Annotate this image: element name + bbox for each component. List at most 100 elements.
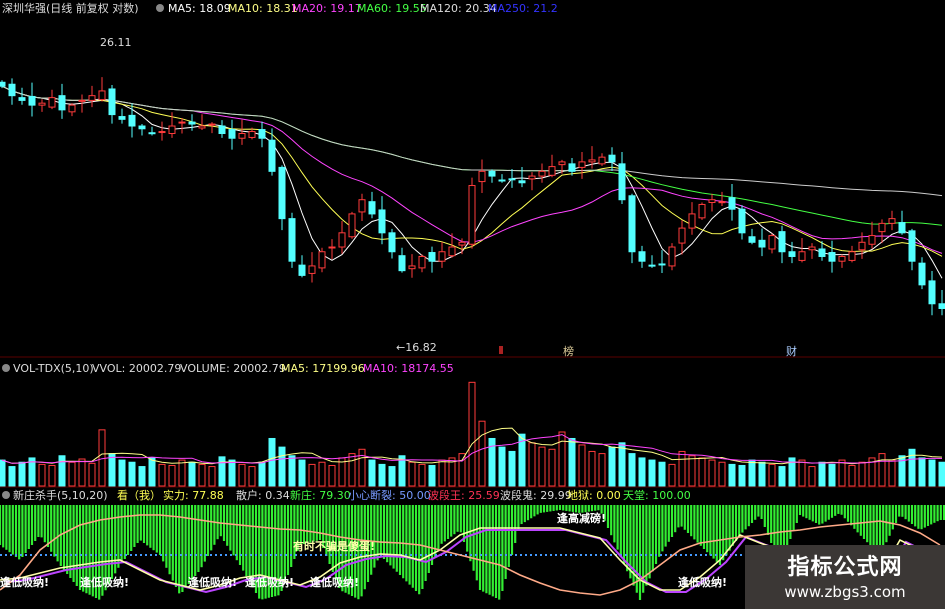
- candle-body: [468, 185, 476, 245]
- ma120-line: [1, 85, 943, 197]
- volume-bar: [548, 448, 556, 487]
- buy-signal-labels: 逢低吸纳! 逢低吸纳! 逢低吸纳! 逢低吸纳! 逢低吸纳! 逢低吸纳!: [0, 575, 727, 589]
- volume-bar: [908, 448, 916, 487]
- volume-bar: [628, 453, 636, 487]
- ma250-label: MA250: 21.2: [488, 2, 558, 15]
- candle-body: [88, 95, 96, 101]
- candle-body: [438, 251, 446, 262]
- volume-bar: [398, 455, 406, 487]
- volume-bar: [208, 466, 216, 487]
- candle-body: [338, 232, 346, 248]
- volume-bar: [938, 461, 945, 487]
- volume-bar: [588, 450, 596, 487]
- volume-bar: [418, 463, 426, 487]
- volume-bar: [48, 464, 56, 487]
- volume-bar: [0, 459, 6, 487]
- candle-body: [778, 231, 786, 253]
- candle-body: [828, 252, 836, 262]
- volume-bar: [8, 466, 16, 487]
- candle-body: [838, 255, 846, 262]
- volume-bar: [118, 459, 126, 487]
- watermark-name: 指标公式网: [787, 555, 903, 580]
- candle-body: [358, 199, 366, 213]
- candle-body: [18, 97, 26, 101]
- indicator-panel: [0, 505, 945, 600]
- buy-label: 逢低吸纳!: [310, 575, 359, 589]
- volume-bar: [178, 459, 186, 487]
- settings-icon[interactable]: [2, 364, 10, 372]
- volume-bar: [668, 463, 676, 487]
- volume-bar: [498, 446, 506, 487]
- candle-body: [188, 121, 196, 125]
- volume-bar: [188, 461, 196, 487]
- candle-body: [278, 166, 286, 220]
- settings-icon[interactable]: [156, 4, 164, 12]
- volume-bar: [578, 444, 586, 487]
- volume-bar: [328, 464, 336, 487]
- volume-bar: [278, 446, 286, 487]
- volume-bar: [348, 453, 356, 487]
- volume-bar: [78, 458, 86, 487]
- candle-body: [718, 201, 726, 204]
- volume-bar: [698, 457, 706, 487]
- event-marker[interactable]: [499, 346, 503, 354]
- buy-label: 逢低吸纳!: [188, 575, 237, 589]
- volume-bar: [68, 461, 76, 487]
- candle-body: [738, 208, 746, 234]
- volume-bar: [758, 461, 766, 487]
- volume-bar: [718, 461, 726, 487]
- candle-body: [868, 235, 876, 245]
- candle-body: [28, 95, 36, 106]
- candle-body: [678, 227, 686, 244]
- volume-bar: [728, 463, 736, 487]
- candle-body: [58, 95, 66, 111]
- candle-body: [38, 102, 46, 106]
- candle-body: [98, 90, 106, 101]
- candle-body: [158, 131, 166, 134]
- volume-bar: [108, 453, 116, 487]
- volume-bar: [138, 466, 146, 487]
- candle-body: [138, 125, 146, 130]
- candle-body: [508, 178, 516, 181]
- event-marker-cai[interactable]: 财: [786, 344, 797, 358]
- candle-body: [498, 179, 506, 182]
- candle-body: [0, 81, 6, 87]
- settings-icon[interactable]: [2, 491, 10, 499]
- price-panel: [0, 77, 945, 316]
- watermark-url: www.zbgs3.com: [784, 583, 906, 601]
- volume-bar: [878, 453, 886, 487]
- volume-bar: [518, 433, 526, 487]
- candle-body: [638, 251, 646, 262]
- candle-body: [758, 239, 766, 248]
- candle-body: [628, 195, 636, 253]
- candle-body: [288, 218, 296, 262]
- candle-body: [808, 246, 816, 251]
- vvol-label: VVOL: 20002.79: [92, 362, 181, 375]
- kan-label: 看（我）: [117, 488, 161, 502]
- candle-body: [208, 123, 216, 126]
- low-price-annotation: ←16.82: [396, 341, 437, 354]
- ma120-label: MA120: 20.34: [420, 2, 497, 15]
- candle-body: [68, 104, 76, 113]
- candle-body: [688, 213, 696, 229]
- candle-body: [908, 230, 916, 262]
- volume-bar: [768, 463, 776, 487]
- candle-body: [148, 132, 156, 135]
- candle-body: [368, 201, 376, 215]
- volume-label: VOLUME: 20002.79: [180, 362, 286, 375]
- candle-body: [728, 197, 736, 210]
- volume-bar: [198, 463, 206, 487]
- candle-body: [48, 97, 56, 108]
- volume-bar: [678, 450, 686, 487]
- volume-bar: [228, 459, 236, 487]
- candle-body: [258, 129, 266, 139]
- volume-bar: [248, 466, 256, 487]
- vol-indicator-name: VOL-TDX(5,10): [13, 362, 94, 375]
- xinzhuang-label: 新庄: 79.30: [290, 488, 351, 502]
- candle-body: [398, 255, 406, 272]
- candle-body: [898, 222, 906, 234]
- event-marker-bang[interactable]: 榜: [563, 344, 574, 358]
- volume-bar: [888, 459, 896, 487]
- ma20-label: MA20: 19.17: [292, 2, 362, 15]
- candle-body: [488, 170, 496, 177]
